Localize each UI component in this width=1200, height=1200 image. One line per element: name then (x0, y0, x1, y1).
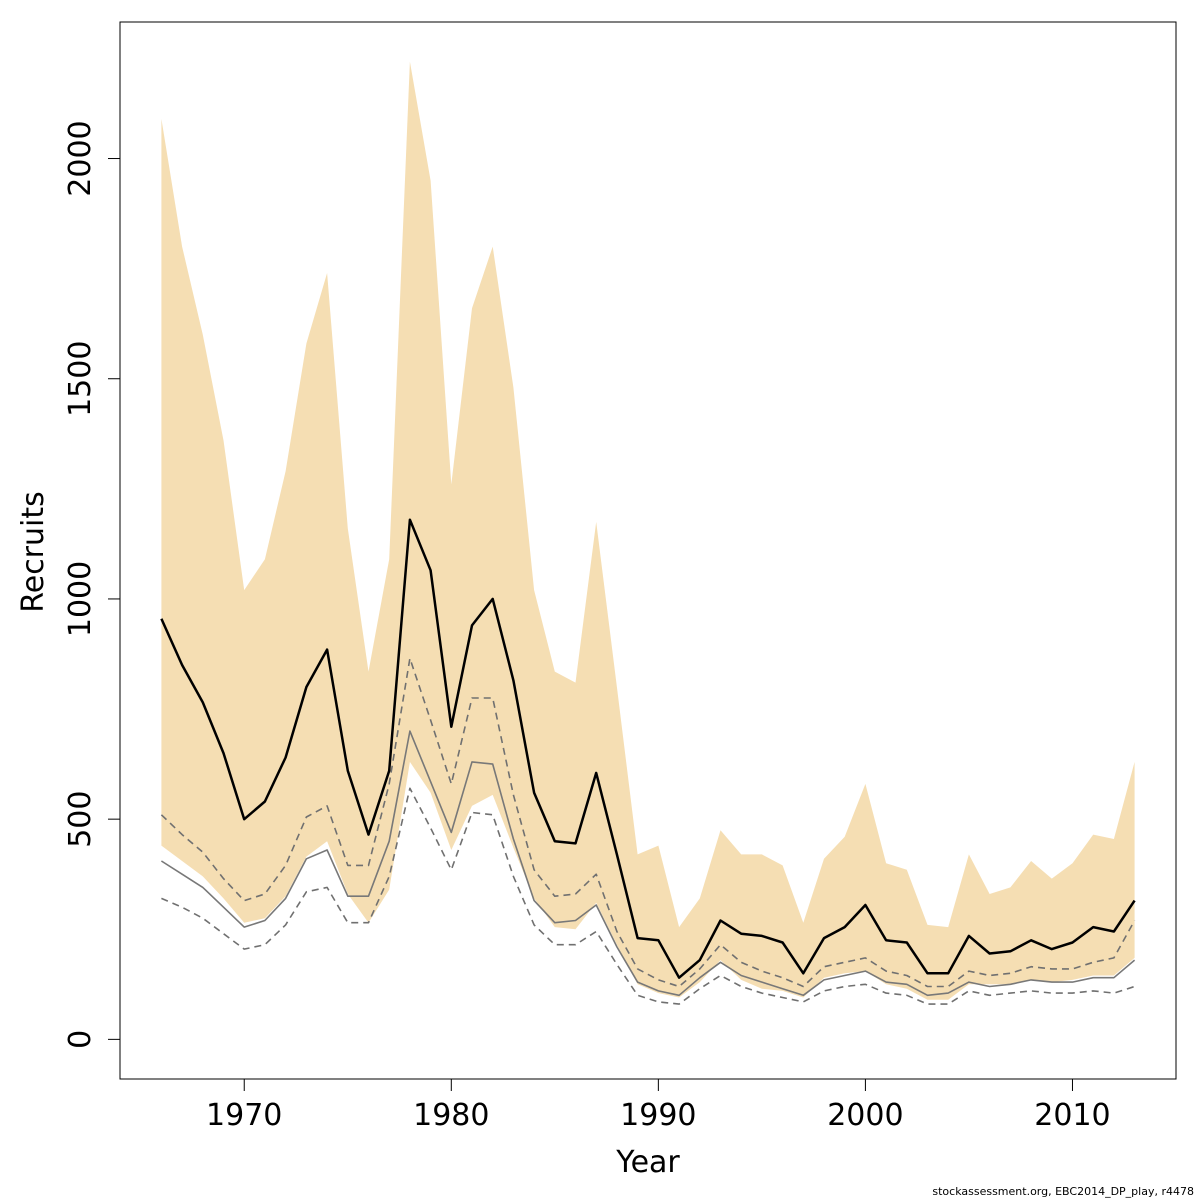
x-axis-title: Year (615, 1145, 680, 1180)
upper-dashed-line (160, 657, 1136, 988)
y-tick-label: 1000 (63, 561, 98, 637)
x-tick-label: 2000 (827, 1098, 903, 1133)
series-lines (160, 518, 1136, 1005)
x-tick-label: 2010 (1034, 1098, 1110, 1133)
median-line (160, 518, 1136, 979)
lower-dashed-line (161, 787, 1135, 1005)
plot-frame (119, 21, 1177, 1080)
y-tick-label: 500 (63, 791, 98, 848)
y-axis: 0 500 1000 1500 2000 (63, 120, 120, 1049)
footer-note: stockassessment.org, EBC2014_DP_play, r4… (932, 1185, 1194, 1198)
x-tick-label: 1980 (413, 1098, 489, 1133)
x-axis: 1970 1980 1990 2000 2010 (206, 1079, 1111, 1133)
y-tick-label: 2000 (63, 120, 98, 196)
y-tick-label: 1500 (63, 341, 98, 417)
y-tick-label: 0 (63, 1030, 98, 1049)
confidence-band (161, 61, 1135, 1000)
gray-solid-line (160, 730, 1136, 997)
y-axis-title: Recruits (16, 491, 51, 613)
x-tick-label: 1970 (206, 1098, 282, 1133)
x-tick-label: 1990 (620, 1098, 696, 1133)
